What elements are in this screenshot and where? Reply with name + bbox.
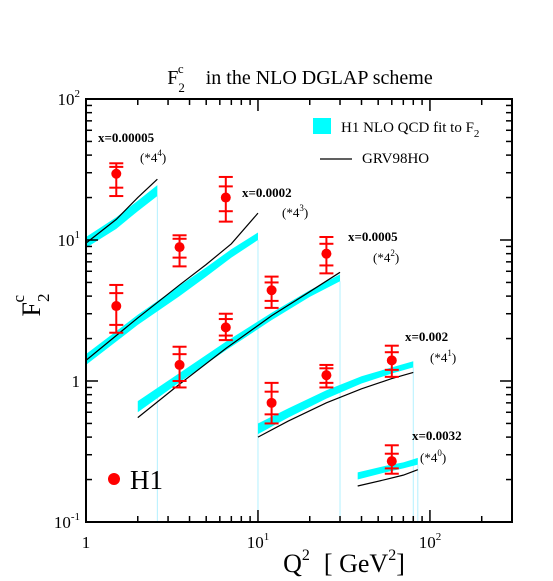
x-tick-label: 102	[419, 531, 442, 552]
grv-curve-0	[85, 178, 158, 244]
data-point-group	[109, 162, 124, 198]
tick-exp: -1	[71, 511, 80, 523]
data-point-group	[109, 283, 124, 334]
tick-base: 10	[54, 513, 71, 532]
scale-text: (*4	[282, 205, 300, 220]
legend-points-marker	[108, 473, 120, 485]
tick-base: 10	[58, 90, 75, 109]
fit-band-0	[86, 185, 158, 248]
data-point-group	[264, 381, 279, 425]
scale-exp: 3	[299, 203, 304, 213]
scale-exp: 1	[447, 348, 452, 358]
data-point-group	[172, 234, 187, 268]
bin-x-label: x=0.0032	[412, 428, 462, 443]
data-point-group	[218, 312, 233, 342]
data-point	[266, 285, 277, 296]
scale-text: (*4	[140, 150, 158, 165]
tick-base: 10	[247, 533, 264, 552]
y-tick-label: 102	[58, 88, 81, 109]
tick-base: 10	[58, 231, 75, 250]
data-point-group	[264, 275, 279, 309]
bin-separators	[156, 196, 419, 522]
bin-x-label: x=0.00005	[98, 130, 155, 145]
data-point	[321, 248, 332, 259]
data-point-group	[319, 363, 334, 389]
h1-data-points	[109, 162, 399, 475]
axis-ticks	[85, 98, 513, 523]
data-point	[174, 359, 185, 370]
tick-exp: 1	[75, 229, 81, 241]
grv-curve-1	[85, 212, 259, 361]
grv-curve-4	[357, 469, 419, 487]
fit-band-2	[137, 274, 341, 413]
y-tick-label: 101	[58, 229, 81, 250]
scale-text: (*4	[373, 250, 391, 265]
fit-band-1	[86, 232, 258, 365]
legend: H1 NLO QCD fit to F2 GRV98HO H1	[108, 118, 479, 495]
scale-close: )	[395, 250, 399, 265]
tick-exp: 2	[75, 88, 81, 100]
data-point	[266, 397, 277, 408]
data-point	[386, 355, 397, 366]
legend-line-label: GRV98HO	[362, 151, 429, 167]
scale-close: )	[304, 205, 308, 220]
data-point	[174, 242, 185, 253]
data-point-group	[384, 444, 399, 475]
fit-bands	[86, 185, 418, 480]
data-point	[220, 322, 231, 333]
scale-exp: 0	[437, 448, 442, 458]
bin-scale-label: (*44)	[140, 148, 166, 165]
bin-labels: x=0.00005(*44)x=0.0002(*43)x=0.0005(*42)…	[98, 130, 462, 465]
grv-curve-2	[137, 271, 341, 419]
tick-exp: 1	[264, 531, 270, 543]
scale-close: )	[442, 450, 446, 465]
data-point-group	[384, 344, 399, 378]
legend-band-swatch	[313, 118, 331, 134]
bin-scale-label: (*42)	[373, 248, 399, 265]
tick-exp: 2	[436, 531, 442, 543]
scale-close: )	[452, 350, 456, 365]
data-point-group	[218, 175, 233, 223]
data-point-group	[319, 236, 334, 275]
tick-base: 10	[419, 533, 436, 552]
y-tick-label: 1	[72, 372, 81, 391]
data-point	[386, 456, 397, 467]
bin-scale-label: (*43)	[282, 203, 308, 220]
plot-frame	[85, 98, 513, 523]
data-point-group	[172, 345, 187, 389]
scale-text: (*4	[420, 450, 438, 465]
x-tick-label: 1	[82, 533, 91, 552]
data-point	[220, 192, 231, 203]
bin-x-label: x=0.0005	[348, 229, 398, 244]
scale-text: (*4	[430, 350, 448, 365]
bin-x-label: x=0.002	[405, 329, 448, 344]
data-point	[111, 301, 122, 312]
scale-exp: 4	[157, 148, 162, 158]
y-axis-label: F2c	[9, 294, 53, 317]
tick-base: 1	[72, 372, 81, 391]
data-point	[321, 370, 332, 381]
legend-points-label: H1	[130, 465, 163, 495]
y-tick-label: 10-1	[54, 511, 80, 532]
grv-curve-3	[257, 371, 414, 438]
data-point	[111, 168, 122, 179]
legend-band-label: H1 NLO QCD fit to F2	[341, 120, 479, 140]
svg-text:F2c: F2c	[9, 294, 53, 317]
bin-scale-label: (*41)	[430, 348, 456, 365]
x-axis-label: Q2[ GeV2]	[283, 547, 405, 578]
bin-x-label: x=0.0002	[242, 185, 292, 200]
fit-band-3	[257, 361, 414, 435]
x-tick-label: 101	[247, 531, 270, 552]
tick-base: 1	[82, 533, 91, 552]
scale-close: )	[162, 150, 166, 165]
chart-title: F2c in the NLO DGLAP scheme	[167, 61, 433, 95]
bin-scale-label: (*40)	[420, 448, 446, 465]
scale-exp: 2	[390, 248, 395, 258]
